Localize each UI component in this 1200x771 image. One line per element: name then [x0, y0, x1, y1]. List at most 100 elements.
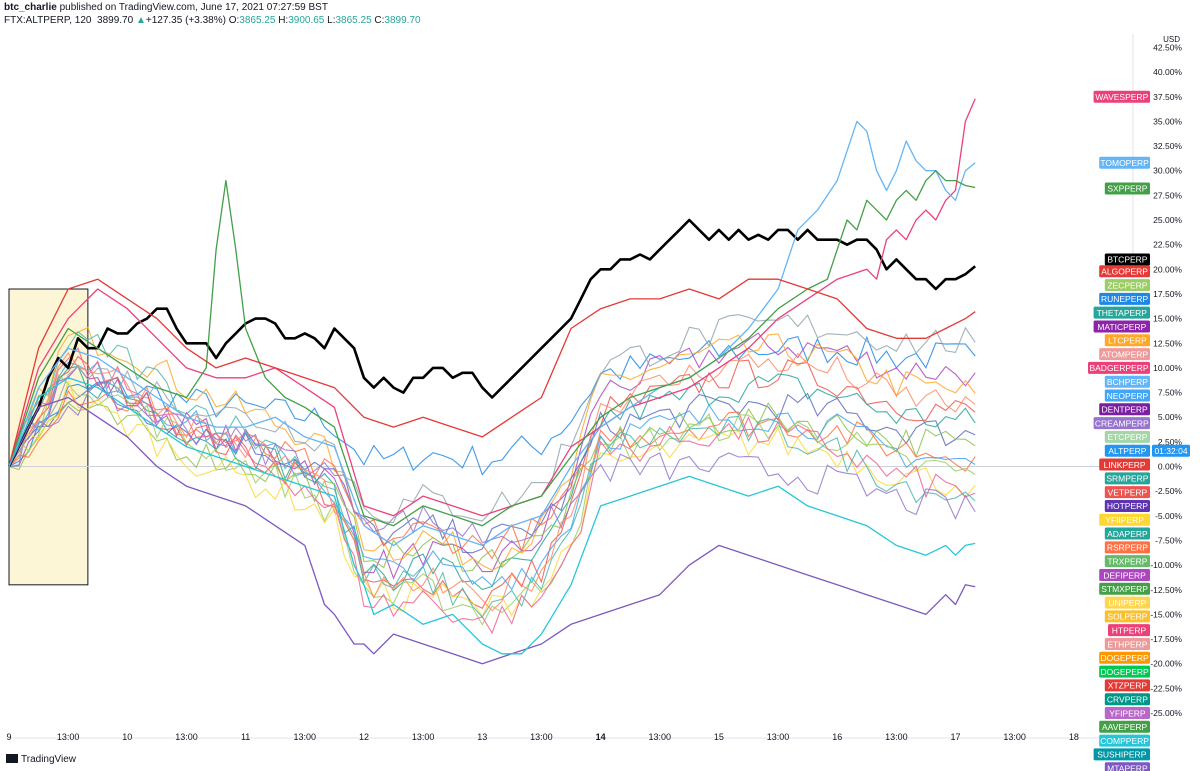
legend-tag-ethperp: ETHPERP: [1104, 637, 1150, 650]
legend-tag-bg: [1104, 693, 1150, 706]
symbol-interval[interactable]: FTX:ALTPERP, 120: [4, 15, 92, 26]
legend-tag-bg: [1104, 430, 1150, 443]
footer: TradingView: [6, 754, 76, 765]
legend-tag-bg: [1104, 610, 1150, 623]
legend-tag-text: LINKPERP: [1104, 460, 1146, 470]
legend-tag-bg: [1104, 279, 1150, 292]
legend-tag-bchperp: BCHPERP: [1104, 375, 1150, 388]
x-tick-label: 13:00: [175, 732, 198, 742]
y-tick-label: 20.00%: [1153, 264, 1182, 274]
legend-tag-text: SRMPERP: [1106, 474, 1148, 484]
legend-tag-text: WAVESPERP: [1095, 92, 1148, 102]
footer-brand[interactable]: TradingView: [21, 754, 77, 765]
y-tick-label: -7.50%: [1155, 535, 1182, 545]
series-line-sushiperp: [8, 377, 976, 655]
legend-tag-bg: [1104, 486, 1150, 499]
x-tick-label: 14: [596, 732, 606, 742]
legend-tag-bg: [1108, 624, 1150, 637]
y-tick-label: 25.00%: [1153, 215, 1182, 225]
legend-tag-creamperp: CREAMPERP: [1093, 417, 1150, 430]
x-tick-label: 13:00: [412, 732, 435, 742]
legend-tag-text: VETPERP: [1108, 487, 1148, 497]
legend-tag-text: STMXPERP: [1101, 584, 1148, 594]
legend-tag-thetaperp: THETAPERP: [1093, 306, 1150, 319]
legend-tag-btcperp: BTCPERP: [1104, 253, 1150, 266]
legend-tag-text: ETCPERP: [1107, 432, 1147, 442]
legend-tag-crvperp: CRVPERP: [1104, 693, 1150, 706]
legend-layer: WAVESPERP TOMOPERP SXPPERP BTCPERP ALGOPERP Z…: [1088, 90, 1190, 771]
legend-tag-text: DEFIPERP: [1103, 570, 1146, 580]
legend-tag-text: HTPERP: [1112, 625, 1147, 635]
legend-tag-bg: [1099, 665, 1150, 678]
legend-tag-text: TOMOPERP: [1100, 158, 1149, 168]
legend-tag-compperp: COMPPERP: [1099, 734, 1150, 747]
y-tick-label: 35.00%: [1153, 116, 1182, 126]
legend-tag-text: CRVPERP: [1107, 694, 1148, 704]
x-tick-label: 13:00: [530, 732, 553, 742]
series-line-sxpperp: [8, 170, 976, 527]
y-tick-label: 5.00%: [1158, 412, 1183, 422]
legend-tag-zecperp: ZECPERP: [1104, 279, 1150, 292]
legend-tag-text: AAVEPERP: [1102, 722, 1148, 732]
last-price: 3899.70: [97, 15, 134, 26]
series-line-tomoperp: [8, 120, 976, 547]
background-series-line: [8, 365, 976, 592]
up-arrow-icon: ▲: [135, 15, 146, 26]
legend-tag-stmxperp: STMXPERP: [1099, 582, 1150, 595]
legend-tag-bg: [1099, 651, 1150, 664]
countdown-text: 01:32:04: [1154, 446, 1187, 456]
y-tick-label: -12.50%: [1150, 585, 1182, 595]
legend-tag-text: LTCPERP: [1108, 336, 1147, 346]
publish-text: published on TradingView.com, June 17, 2…: [56, 2, 328, 13]
legend-tag-text: UNIPERP: [1109, 598, 1147, 608]
background-series-line: [8, 383, 976, 554]
legend-tag-srmperp: SRMPERP: [1104, 472, 1150, 485]
legend-tag-defiperp: DEFIPERP: [1099, 568, 1150, 581]
legend-tag-dogeperp: DOGEPERP: [1099, 651, 1150, 664]
currency-label: USD: [1163, 35, 1180, 44]
background-series-line: [8, 355, 976, 610]
legend-tag-htperp: HTPERP: [1108, 624, 1150, 637]
background-series-line: [8, 352, 976, 612]
y-tick-label: -17.50%: [1150, 634, 1182, 644]
x-tick-label: 13:00: [57, 732, 80, 742]
low-value: 3865.25: [335, 15, 372, 26]
background-series-layer: [8, 314, 976, 635]
background-series-line: [8, 314, 976, 524]
legend-tag-yfiperp: YFIPERP: [1104, 707, 1150, 719]
author-name[interactable]: btc_charlie: [4, 2, 57, 13]
x-tick-label: 13: [477, 732, 487, 742]
legend-tag-text: SOLPERP: [1107, 612, 1147, 622]
background-series-line: [8, 402, 976, 572]
legend-tag-bg: [1099, 582, 1150, 595]
legend-tag-text: COMPPERP: [1100, 736, 1149, 746]
legend-tag-bg: [1099, 513, 1150, 526]
legend-tag-solperp: SOLPERP: [1104, 610, 1150, 623]
x-tick-label: 13:00: [767, 732, 790, 742]
legend-tag-bg: [1088, 361, 1150, 374]
high-value: 3900.65: [288, 15, 325, 26]
y-tick-label: 0.00%: [1158, 462, 1183, 472]
y-tick-label: -5.00%: [1155, 511, 1182, 521]
y-tick-label: 15.00%: [1153, 314, 1182, 324]
legend-tag-text: RSRPERP: [1107, 543, 1148, 553]
y-tick-label: 22.50%: [1153, 240, 1182, 250]
legend-tag-bg: [1099, 403, 1150, 416]
y-tick-label: 2.50%: [1158, 437, 1183, 447]
publish-info: btc_charlie published on TradingView.com…: [4, 2, 328, 13]
legend-tag-bg: [1104, 596, 1150, 609]
legend-tag-text: MATICPERP: [1097, 322, 1146, 332]
x-tick-label: 12: [359, 732, 369, 742]
series-line-wavesperp: [8, 98, 976, 517]
y-tick-label: -20.00%: [1150, 659, 1182, 669]
legend-tag-text: ALTPERP: [1108, 446, 1146, 456]
legend-tag-xtzperp: XTZPERP: [1104, 679, 1150, 692]
legend-tag-vetperp: VETPERP: [1104, 486, 1150, 499]
x-tick-label: 17: [951, 732, 961, 742]
legend-tag-trxperp: TRXPERP: [1104, 555, 1150, 568]
legend-tag-text: TRXPERP: [1107, 556, 1147, 566]
legend-tag-bg: [1104, 555, 1150, 568]
legend-tag-altperp: ALTPERP 01:32:04: [1104, 444, 1190, 457]
legend-tag-etcperp: ETCPERP: [1104, 430, 1150, 443]
